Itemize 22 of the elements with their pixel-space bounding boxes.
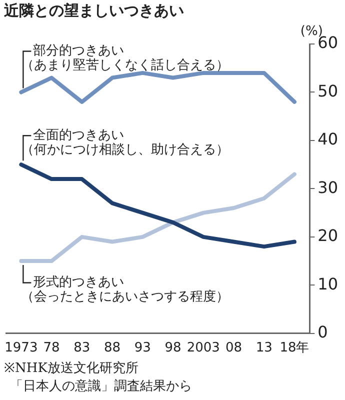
x-tick-label: 2003 <box>186 340 220 356</box>
series-label: 全面的つきあい（何かにつけ相談し、助け合える） <box>21 128 230 158</box>
x-tick-label: 78 <box>43 340 60 356</box>
y-tick-label: 30 <box>318 178 338 197</box>
y-tick-label: 20 <box>318 226 338 246</box>
y-tick-label: 50 <box>318 81 338 100</box>
y-tick-label: 0 <box>318 322 328 342</box>
chart-title: 近隣との望ましいつきあい <box>3 1 184 20</box>
x-tick-label: 1973 <box>4 340 38 356</box>
x-tick-label: 88 <box>104 340 121 356</box>
text: 「日本人の意識」調査結果から <box>10 378 192 394</box>
x-tick-label: 18年 <box>280 340 310 356</box>
x-tick-label: 83 <box>74 340 90 356</box>
x-tick-label: 08 <box>225 340 242 356</box>
x-tick-label: 13 <box>256 340 272 356</box>
series-label: 形式的つきあい（会ったときにあいさつする程度） <box>21 275 230 305</box>
y-tick-label: 10 <box>318 274 338 294</box>
x-tick-label: 93 <box>134 340 151 356</box>
y-tick-label: 40 <box>318 130 338 149</box>
series-label: 部分的つきあい（あまり堅苦しくなく話し合える） <box>21 44 230 74</box>
text: ※NHK放送文化研究所 <box>4 360 138 376</box>
x-tick-label: 98 <box>164 340 182 356</box>
